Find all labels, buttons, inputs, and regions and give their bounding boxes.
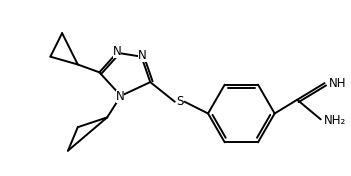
Text: N: N	[138, 49, 147, 62]
Text: S: S	[176, 95, 183, 108]
Text: N: N	[115, 90, 124, 103]
Text: NH: NH	[329, 77, 346, 90]
Text: N: N	[113, 45, 121, 58]
Text: NH₂: NH₂	[324, 114, 346, 127]
